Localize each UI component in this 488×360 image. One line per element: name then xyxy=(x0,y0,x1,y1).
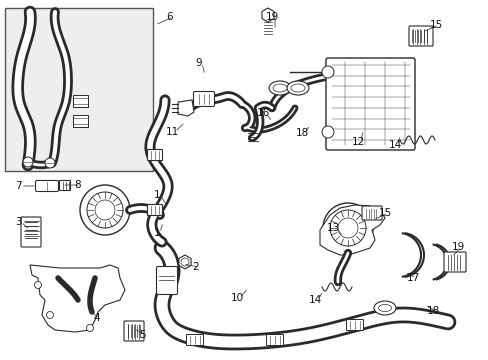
Circle shape xyxy=(323,203,372,253)
Ellipse shape xyxy=(373,301,395,315)
Ellipse shape xyxy=(272,84,286,92)
Circle shape xyxy=(337,218,357,238)
Text: 8: 8 xyxy=(75,180,81,190)
Circle shape xyxy=(95,200,115,220)
Text: 19: 19 xyxy=(265,12,278,22)
Text: 1: 1 xyxy=(153,190,160,200)
Bar xyxy=(73,115,88,127)
FancyBboxPatch shape xyxy=(124,321,143,341)
FancyBboxPatch shape xyxy=(325,58,414,150)
FancyBboxPatch shape xyxy=(443,252,465,272)
Text: 11: 11 xyxy=(165,127,178,137)
Text: 7: 7 xyxy=(15,181,21,191)
Text: 4: 4 xyxy=(94,313,100,323)
Text: 2: 2 xyxy=(192,262,199,272)
Text: 3: 3 xyxy=(15,217,21,227)
FancyBboxPatch shape xyxy=(147,149,162,161)
Text: 13: 13 xyxy=(325,223,339,233)
Circle shape xyxy=(35,282,41,288)
Text: 15: 15 xyxy=(428,20,442,30)
Text: 12: 12 xyxy=(351,137,364,147)
Circle shape xyxy=(321,126,333,138)
Circle shape xyxy=(45,158,55,168)
Text: 9: 9 xyxy=(195,58,202,68)
Circle shape xyxy=(181,258,189,266)
Ellipse shape xyxy=(268,81,290,95)
Text: 10: 10 xyxy=(230,293,243,303)
FancyBboxPatch shape xyxy=(36,180,59,192)
FancyBboxPatch shape xyxy=(408,26,432,46)
Text: 6: 6 xyxy=(166,12,173,22)
FancyBboxPatch shape xyxy=(21,217,41,247)
Polygon shape xyxy=(178,100,194,116)
Circle shape xyxy=(86,324,93,332)
Circle shape xyxy=(321,66,333,78)
Circle shape xyxy=(329,210,365,246)
Text: 17: 17 xyxy=(406,273,419,283)
FancyBboxPatch shape xyxy=(346,320,363,330)
FancyBboxPatch shape xyxy=(361,206,381,220)
Circle shape xyxy=(23,157,33,167)
FancyBboxPatch shape xyxy=(60,180,70,190)
Text: 18: 18 xyxy=(295,128,308,138)
Polygon shape xyxy=(179,255,191,269)
Ellipse shape xyxy=(378,305,391,311)
Text: 15: 15 xyxy=(378,208,391,218)
Polygon shape xyxy=(30,265,125,332)
Circle shape xyxy=(46,311,53,319)
Text: 16: 16 xyxy=(256,108,269,118)
FancyBboxPatch shape xyxy=(186,334,203,346)
Text: 19: 19 xyxy=(450,242,464,252)
Polygon shape xyxy=(319,205,384,255)
Ellipse shape xyxy=(290,84,305,92)
Text: 1: 1 xyxy=(153,228,160,238)
Bar xyxy=(5,8,153,171)
Text: 14: 14 xyxy=(387,140,401,150)
Text: 18: 18 xyxy=(426,306,439,316)
FancyBboxPatch shape xyxy=(147,204,162,216)
Bar xyxy=(73,95,88,107)
Circle shape xyxy=(87,192,123,228)
FancyBboxPatch shape xyxy=(266,334,283,346)
Ellipse shape xyxy=(286,81,308,95)
Circle shape xyxy=(80,185,130,235)
Text: 14: 14 xyxy=(308,295,321,305)
FancyBboxPatch shape xyxy=(193,91,214,107)
Polygon shape xyxy=(262,8,273,22)
Text: 5: 5 xyxy=(139,330,145,340)
FancyBboxPatch shape xyxy=(156,266,177,294)
